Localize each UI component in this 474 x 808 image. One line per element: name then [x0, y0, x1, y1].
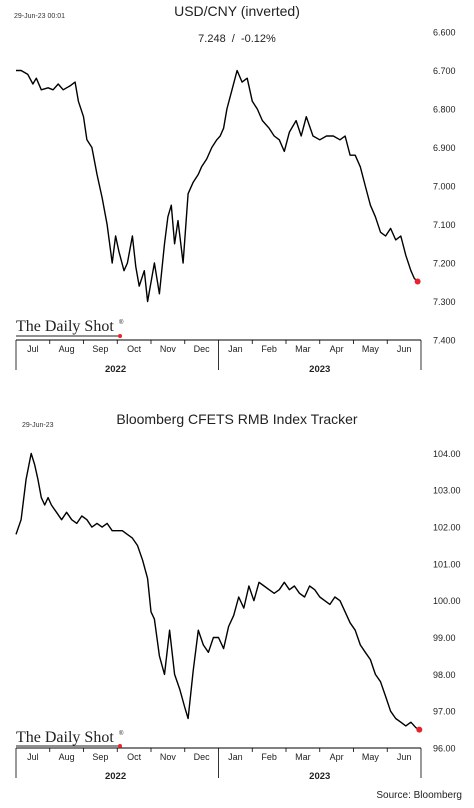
chart1-subtitle: 7.248 / -0.12%: [198, 33, 276, 45]
x-tick-label: Jan: [228, 344, 243, 354]
latest-value-marker: [414, 278, 421, 285]
y-tick-label: 97.00: [433, 707, 456, 717]
logo-dot: [118, 744, 122, 748]
chart1-logo-mark: ®: [119, 319, 124, 326]
x-tick-label: Oct: [127, 752, 142, 762]
chart2-logo: The Daily Shot: [16, 729, 114, 746]
year-label: 2023: [309, 364, 330, 375]
y-tick-label: 103.00: [433, 486, 461, 496]
x-tick-label: Aug: [59, 344, 75, 354]
x-tick-label: Aug: [59, 752, 75, 762]
y-tick-label: 96.00: [433, 744, 456, 754]
logo-dot: [118, 334, 122, 338]
chart1-timestamp: 29-Jun-23 00:01: [14, 13, 65, 20]
latest-value-marker: [416, 726, 423, 733]
x-tick-label: Nov: [160, 752, 177, 762]
y-tick-label: 7.200: [433, 259, 456, 269]
x-tick-label: Nov: [160, 344, 177, 354]
y-tick-label: 7.100: [433, 220, 456, 230]
x-tick-label: Feb: [261, 752, 277, 762]
chart1-logo: The Daily Shot: [16, 318, 114, 335]
x-tick-label: Apr: [330, 752, 344, 762]
x-tick-label: Jul: [27, 344, 39, 354]
y-tick-label: 7.300: [433, 297, 456, 307]
y-tick-label: 6.900: [433, 143, 456, 153]
x-tick-label: Dec: [194, 344, 211, 354]
y-tick-label: 7.000: [433, 182, 456, 192]
chart2-timestamp: 29-Jun-23: [22, 422, 54, 429]
x-tick-label: Apr: [330, 344, 344, 354]
series-line: [15, 452, 420, 731]
year-label: 2022: [105, 771, 126, 782]
x-tick-label: May: [362, 344, 380, 354]
x-tick-label: Sep: [92, 752, 108, 762]
x-tick-label: Feb: [261, 344, 277, 354]
x-tick-label: Mar: [295, 344, 311, 354]
chart1: 6.600 6.700 6.800 6.900 7.000 7.100 7.200 7.300…: [15, 28, 456, 375]
source-note: Source: Bloomberg: [376, 790, 462, 801]
year-label: 2023: [309, 771, 330, 782]
x-tick-label: Oct: [127, 344, 142, 354]
y-tick-label: 6.700: [433, 66, 456, 76]
x-tick-label: Jun: [397, 752, 412, 762]
year-label: 2022: [105, 364, 126, 375]
y-tick-label: 6.800: [433, 105, 456, 115]
x-tick-label: Jun: [397, 344, 412, 354]
y-tick-label: 100.00: [433, 596, 461, 606]
x-tick-label: Sep: [92, 344, 108, 354]
y-tick-label: 102.00: [433, 523, 461, 533]
y-tick-label: 6.600: [433, 28, 456, 38]
y-tick-label: 7.400: [433, 336, 456, 346]
y-tick-label: 101.00: [433, 559, 461, 569]
y-tick-label: 99.00: [433, 633, 456, 643]
chart2-title: Bloomberg CFETS RMB Index Tracker: [116, 411, 358, 427]
y-tick-label: 98.00: [433, 670, 456, 680]
series-line: [16, 69, 419, 303]
chart1-title: USD/CNY (inverted): [174, 3, 300, 19]
x-tick-label: Dec: [194, 752, 211, 762]
chart2-logo-mark: ®: [119, 730, 124, 737]
x-tick-label: Jan: [228, 752, 243, 762]
x-tick-label: May: [362, 752, 380, 762]
y-tick-label: 104.00: [433, 449, 461, 459]
x-tick-label: Mar: [295, 752, 311, 762]
x-tick-label: Jul: [27, 752, 39, 762]
chart2: 96.00 97.00 98.00 99.00 100.00 101.00 102.00 10…: [15, 449, 461, 782]
